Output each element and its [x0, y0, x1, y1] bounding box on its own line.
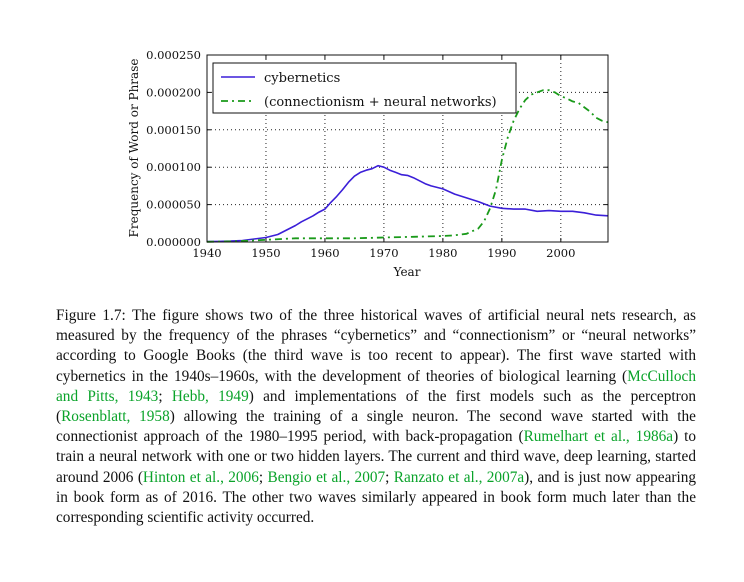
caption-text: ) allowing the training of a single neur…	[56, 408, 696, 446]
axis-ticks: 1940 1950 1960 1970 1980 1990 2000 0.000000 0.00…	[146, 48, 608, 260]
citation-mcculloch-pitts[interactable]: McCulloch and Pitts, 1943	[56, 367, 696, 405]
y-tick-label: 0.000050	[146, 198, 201, 212]
y-tick-label: 0.000250	[146, 48, 201, 62]
caption-text: ) and implementations of the first model…	[56, 387, 696, 426]
figure-caption: Figure 1.7: The figure shows two of the …	[56, 306, 696, 528]
series-lines	[206, 89, 609, 243]
legend: cybernetics (connectionism + neural netw…	[212, 62, 517, 114]
y-tick-label: 0.000000	[146, 235, 201, 249]
citation-hinton[interactable]: Hinton et al., 2006	[142, 468, 259, 486]
caption-text: ), and is just now appearing in book for…	[56, 468, 696, 527]
figure-chart: 1940 1950 1960 1970 1980 1990 2000 0.000000 0.00…	[127, 48, 609, 279]
x-axis-label: Year	[393, 265, 421, 279]
y-tick-label: 0.000150	[146, 123, 201, 137]
plot-frame	[206, 54, 609, 243]
citation-rosenblatt[interactable]: Rosenblatt, 1958	[61, 408, 170, 426]
series-line-cybernetics	[206, 164, 609, 243]
legend-label-cybernetics: cybernetics	[264, 71, 340, 86]
citation-ranzato[interactable]: Ranzato et al., 2007a	[393, 468, 525, 486]
x-tick-label: 1950	[251, 246, 280, 260]
citation-rumelhart[interactable]: Rumelhart et al., 1986a	[523, 428, 674, 446]
caption-text: The figure shows two of the three histor…	[56, 307, 696, 385]
caption-label: Figure 1.7:	[56, 307, 126, 324]
x-tick-label: 2000	[546, 246, 575, 260]
caption-sep: ;	[158, 387, 172, 405]
y-axis-label: Frequency of Word or Phrase	[127, 59, 141, 238]
caption-sep: ;	[258, 468, 268, 486]
citation-hebb[interactable]: Hebb, 1949	[171, 387, 249, 405]
series-line-connectionism	[206, 89, 609, 243]
x-tick-label: 1970	[369, 246, 398, 260]
citation-bengio[interactable]: Bengio et al., 2007	[267, 468, 386, 486]
legend-label-connectionism: (connectionism + neural networks)	[264, 95, 497, 110]
caption-text: ) to train a neural network with one or …	[56, 428, 696, 486]
x-tick-label: 1940	[192, 246, 221, 260]
x-tick-label: 1980	[428, 246, 457, 260]
x-tick-label: 1960	[310, 246, 339, 260]
legend-box	[212, 62, 517, 114]
y-tick-label: 0.000100	[146, 160, 201, 174]
y-tick-label: 0.000200	[146, 85, 201, 99]
caption-sep: ;	[385, 468, 394, 486]
x-tick-label: 1990	[487, 246, 516, 260]
